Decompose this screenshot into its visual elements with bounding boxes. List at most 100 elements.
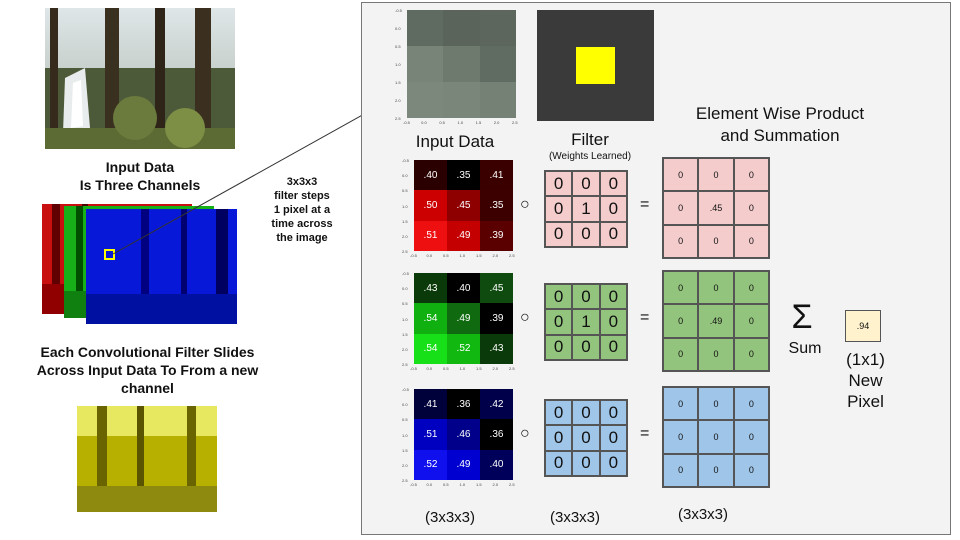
- equals-symbol: =: [640, 309, 650, 326]
- green-input-cell: .45: [480, 273, 513, 304]
- green-filter-cell: 0: [545, 284, 573, 310]
- x-tick-label: 2.0: [493, 120, 500, 125]
- x-tick-label: -0.5: [410, 253, 417, 258]
- red-product-cell: 0: [698, 224, 734, 258]
- top-feature-cell: [479, 46, 516, 82]
- top-feature-cell: [407, 10, 444, 46]
- red-filter-cell: 0: [599, 221, 627, 247]
- green-filter-cell: 1: [572, 309, 600, 335]
- blue-product-cell: 0: [698, 387, 734, 421]
- green-filter-cell: 0: [599, 284, 627, 310]
- red-product-cell: 0: [733, 224, 769, 258]
- green-product-cell: 0: [663, 337, 699, 371]
- blue-filter-cell: 0: [572, 425, 600, 451]
- y-tick-label: 0.5: [395, 44, 401, 49]
- red-input-cell: .35: [447, 160, 480, 191]
- top-feature-cell: [443, 82, 480, 118]
- top-feature-cell: [407, 46, 444, 82]
- red-input-cell: .41: [480, 160, 513, 191]
- blue-filter-cell: 0: [572, 450, 600, 476]
- blue-product-cell: 0: [698, 453, 734, 487]
- y-tick-label: 0.0: [402, 173, 408, 179]
- filter-steps-text: 3x3x3 filter steps 1 pixel at a time acr…: [271, 176, 333, 244]
- equals-symbol: =: [640, 196, 650, 213]
- blue-channel-image: [86, 209, 237, 324]
- hadamard-symbol: ○: [520, 196, 530, 213]
- green-product-cell: .49: [698, 304, 734, 338]
- new-pixel-value: .94: [856, 321, 870, 331]
- blue-input-cell: .41: [414, 389, 447, 420]
- green-input-cell: .54: [414, 303, 447, 334]
- x-tick-label: 0.0: [426, 366, 433, 371]
- red-input-cell: .51: [414, 220, 447, 251]
- top-filter-cell: [576, 10, 615, 47]
- x-tick-label: 2.0: [492, 253, 499, 258]
- green-product-cell: 0: [663, 271, 699, 305]
- green-filter-cell: 0: [545, 334, 573, 360]
- x-tick-label: -0.5: [410, 482, 417, 487]
- top-filter-cell: [537, 84, 576, 121]
- x-tick-label: 0.0: [421, 120, 427, 125]
- top-feature-cell: [443, 46, 480, 82]
- y-tick-label: 1.0: [402, 432, 408, 438]
- blue-filter-cell: 0: [599, 425, 627, 451]
- y-tick-label: 1.5: [395, 80, 401, 85]
- y-tick-label: 2.5: [402, 478, 408, 483]
- y-tick-label: 0.0: [395, 26, 401, 31]
- green-input-cell: .49: [447, 303, 480, 334]
- x-tick-label: 1.0: [459, 482, 466, 487]
- red-filter-cell: 0: [545, 171, 573, 197]
- blue-filter-cell: 0: [599, 400, 627, 426]
- filter-label: Filter: [571, 130, 609, 149]
- y-tick-label: 2.0: [402, 233, 408, 239]
- red-product-cell: 0: [663, 191, 699, 225]
- top-filter-cell: [576, 84, 615, 121]
- y-tick-label: -0.5: [402, 387, 409, 392]
- x-tick-label: 0.5: [439, 120, 445, 125]
- blue-input-cell: .46: [447, 419, 480, 450]
- green-input-cell: .43: [480, 333, 513, 364]
- red-filter-cell: 1: [572, 196, 600, 222]
- y-tick-label: 2.5: [402, 362, 408, 367]
- blue-product-cell: 0: [698, 420, 734, 454]
- blue-input-matrix: .41.36.42.51.46.36.52.49.40: [414, 389, 513, 480]
- x-tick-label: 1.5: [476, 366, 482, 371]
- red-product-cell: 0: [663, 224, 699, 258]
- y-tick-label: 1.0: [402, 316, 408, 322]
- green-product-cell: 0: [733, 337, 769, 371]
- red-input-cell: .40: [414, 160, 447, 191]
- x-tick-label: 0.5: [443, 366, 449, 371]
- y-tick-label: 1.5: [402, 331, 408, 337]
- green-filter-cell: 0: [599, 309, 627, 335]
- green-input-cell: .43: [414, 273, 447, 304]
- x-tick-label: 1.5: [475, 120, 482, 125]
- red-input-cell: .49: [447, 220, 480, 251]
- sum-label: Sum: [788, 340, 822, 357]
- y-tick-label: 2.0: [395, 98, 401, 103]
- x-tick-label: 2.5: [512, 120, 518, 125]
- y-tick-label: 0.0: [402, 286, 408, 292]
- red-product-matrix: 0 0 0 0.45 0 0 0 0: [662, 157, 770, 259]
- equals-symbol: =: [640, 425, 650, 442]
- x-tick-label: 0.5: [443, 482, 449, 487]
- red-input-cell: .39: [480, 220, 513, 251]
- red-product-cell: 0: [733, 158, 769, 192]
- y-tick-label: 0.5: [402, 301, 408, 307]
- y-tick-label: 1.5: [402, 447, 408, 453]
- sliding-window-marker: [104, 249, 115, 260]
- x-tick-label: 2.0: [492, 366, 499, 371]
- green-input-matrix: .43.40.45 .54.49.39 .54.52.43: [414, 273, 513, 364]
- hadamard-symbol: ○: [520, 425, 530, 442]
- green-input-cell: .40: [447, 273, 480, 304]
- blue-input-cell: .36: [447, 389, 480, 420]
- red-input-cell: .45: [447, 190, 480, 221]
- y-tick-label: 1.0: [395, 62, 401, 67]
- top-filter-cell: [615, 84, 654, 121]
- blue-product-cell: 0: [663, 453, 699, 487]
- x-tick-label: 1.5: [476, 253, 482, 258]
- top-feature-cell: [479, 10, 516, 46]
- blue-product-cell: 0: [733, 420, 769, 454]
- green-filter-cell: 0: [572, 284, 600, 310]
